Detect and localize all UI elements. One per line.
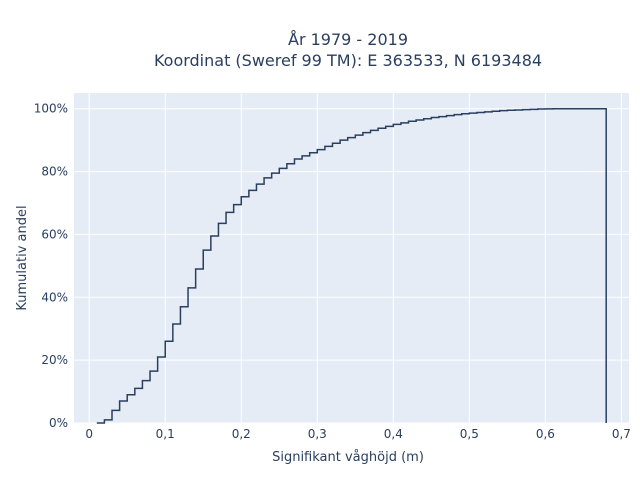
y-gridlines: [74, 108, 629, 424]
chart-title-line-2: Koordinat (Sweref 99 TM): E 363533, N 61…: [154, 51, 542, 70]
y-tick-label: 60%: [41, 227, 68, 241]
x-tick-label: 0,1: [156, 427, 175, 441]
y-tick-label: 40%: [41, 290, 68, 304]
x-tick-label: 0,7: [612, 427, 631, 441]
y-tick-label: 0%: [49, 416, 68, 430]
x-tick-label: 0: [85, 427, 93, 441]
x-gridlines: [88, 93, 622, 423]
x-tick-label: 0,6: [536, 427, 555, 441]
x-tick-label: 0,2: [232, 427, 251, 441]
y-tick-label: 100%: [34, 102, 68, 116]
x-tick-label: 0,5: [460, 427, 479, 441]
y-tick-label: 20%: [41, 353, 68, 367]
x-tick-label: 0,4: [384, 427, 403, 441]
x-tick-label: 0,3: [308, 427, 327, 441]
plot-area: [74, 93, 629, 423]
x-axis-tick-labels: 0 0,1 0,2 0,3 0,4 0,5 0,6 0,7: [85, 427, 631, 441]
x-axis-label: Signifikant våghöjd (m): [272, 450, 424, 465]
chart-title-line-1: År 1979 - 2019: [288, 30, 408, 49]
y-axis-tick-labels: 0% 20% 40% 60% 80% 100%: [34, 102, 68, 430]
cumulative-series-line: [96, 107, 607, 424]
y-tick-label: 80%: [41, 165, 68, 179]
y-axis-label: Kumulativ andel: [15, 205, 30, 310]
